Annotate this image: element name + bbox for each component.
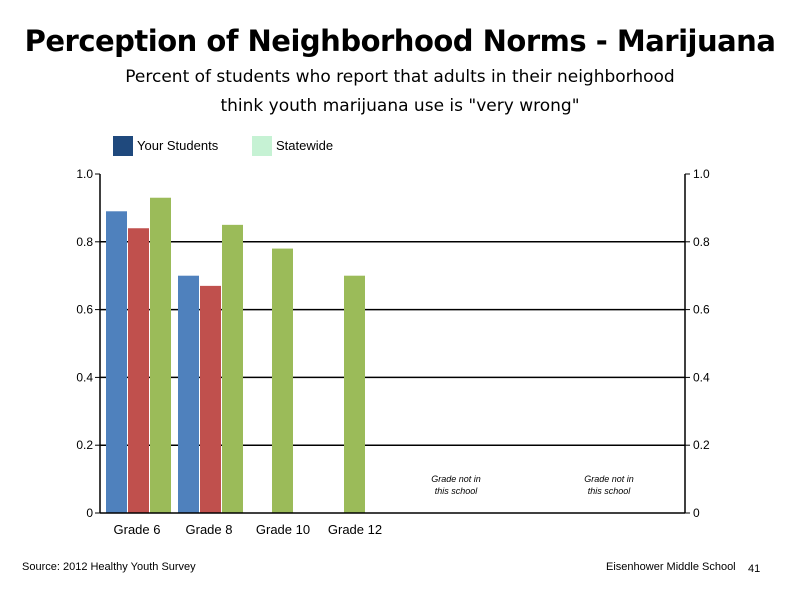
y-tick-label-left: 0.8 (76, 235, 93, 249)
bar (272, 248, 293, 513)
y-tick-label-right: 0.8 (693, 235, 710, 249)
annotation-line-1: Grade not in (584, 474, 634, 484)
bar (106, 211, 127, 514)
y-tick-label-right: 0.2 (693, 438, 710, 452)
x-tick-label: Grade 12 (328, 522, 382, 537)
legend-label-statewide: Statewide (276, 138, 334, 153)
x-tick-label: Grade 6 (114, 522, 161, 537)
y-tick-label-right: 0.4 (693, 370, 710, 384)
legend-swatch-your-students (113, 136, 133, 156)
chart-subtitle-line-2: think youth marijuana use is "very wrong… (220, 96, 580, 116)
y-tick-label-right: 0 (693, 506, 700, 520)
y-tick-label-left: 0.2 (76, 438, 93, 452)
annotation-line-2: this school (435, 486, 479, 496)
school-name: Eisenhower Middle School (606, 561, 736, 573)
legend-label-your-students: Your Students (137, 138, 219, 153)
source-note: Source: 2012 Healthy Youth Survey (22, 561, 196, 573)
chart-subtitle-line-1: Percent of students who report that adul… (125, 67, 675, 87)
chart-title: Perception of Neighborhood Norms - Marij… (24, 24, 776, 58)
bar (200, 285, 221, 513)
bar (128, 228, 149, 514)
x-tick-label: Grade 8 (186, 522, 233, 537)
y-tick-label-left: 0.6 (76, 303, 93, 317)
bar (150, 197, 171, 514)
annotation-line-2: this school (588, 486, 632, 496)
bar (222, 224, 243, 513)
y-tick-label-right: 0.6 (693, 303, 710, 317)
x-tick-label: Grade 10 (256, 522, 310, 537)
y-tick-label-left: 0 (86, 506, 93, 520)
legend-swatch-statewide (252, 136, 272, 156)
y-tick-label-left: 1.0 (76, 167, 93, 181)
page-number: 41 (748, 563, 761, 575)
annotation-line-1: Grade not in (431, 474, 481, 484)
bar (178, 275, 199, 513)
y-tick-label-right: 1.0 (693, 167, 710, 181)
bar (344, 275, 365, 513)
y-tick-label-left: 0.4 (76, 370, 93, 384)
